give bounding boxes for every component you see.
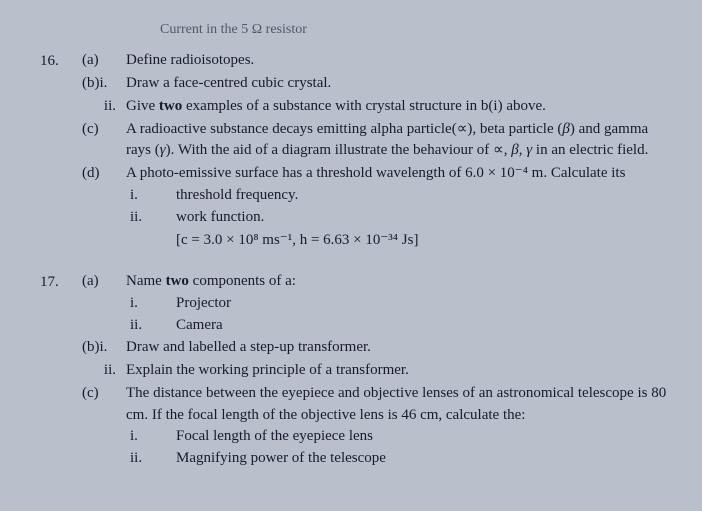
- part-text: Draw and labelled a step-up transformer.: [126, 337, 672, 359]
- sub-ii: ii. Camera: [126, 315, 672, 337]
- sub-label: ii.: [126, 315, 176, 337]
- part-bi: (b)i. Draw and labelled a step-up transf…: [82, 337, 672, 359]
- formula: [c = 3.0 × 10⁸ ms⁻¹, h = 6.63 × 10⁻³⁴ Js…: [176, 230, 672, 252]
- beta-symbol: β: [562, 121, 569, 137]
- part-label: ii.: [82, 360, 126, 382]
- part-label: (c): [82, 119, 126, 163]
- sub-text: work function.: [176, 207, 672, 229]
- part-a: (a) Define radioisotopes.: [82, 50, 672, 72]
- part-text: Explain the working principle of a trans…: [126, 360, 672, 382]
- part-label: (b)i.: [82, 73, 126, 95]
- part-label: (c): [82, 383, 126, 470]
- part-bii: ii. Explain the working principle of a t…: [82, 360, 672, 382]
- sub-label: i.: [126, 185, 176, 207]
- sub-i: i. Focal length of the eyepiece lens: [126, 426, 672, 448]
- part-a: (a) Name two components of a: i. Project…: [82, 271, 672, 336]
- part-bi: (b)i. Draw a face-centred cubic crystal.: [82, 73, 672, 95]
- part-text: Name two components of a: i. Projector i…: [126, 271, 672, 336]
- part-label: ii.: [82, 96, 126, 118]
- part-text: Give two examples of a substance with cr…: [126, 96, 672, 118]
- question-number: 16.: [40, 50, 82, 253]
- sub-text: threshold frequency.: [176, 185, 672, 207]
- part-text: A photo-emissive surface has a threshold…: [126, 163, 672, 252]
- part-label: (b)i.: [82, 337, 126, 359]
- part-text: Draw a face-centred cubic crystal.: [126, 73, 672, 95]
- question-parts: (a) Define radioisotopes. (b)i. Draw a f…: [82, 50, 672, 253]
- sub-label: i.: [126, 293, 176, 315]
- sub-i: i. Projector: [126, 293, 672, 315]
- part-label: (a): [82, 271, 126, 336]
- text: The distance between the eyepiece and ob…: [126, 385, 666, 423]
- sub-label: ii.: [126, 448, 176, 470]
- question-17: 17. (a) Name two components of a: i. Pro…: [40, 271, 672, 471]
- sub-i: i. threshold frequency.: [126, 185, 672, 207]
- text: in an electric field.: [532, 142, 648, 158]
- part-c: (c) A radioactive substance decays emitt…: [82, 119, 672, 163]
- part-text: The distance between the eyepiece and ob…: [126, 383, 672, 470]
- question-number: 17.: [40, 271, 82, 471]
- question-16: 16. (a) Define radioisotopes. (b)i. Draw…: [40, 50, 672, 253]
- sub-ii: ii. Magnifying power of the telescope: [126, 448, 672, 470]
- sub-label: ii.: [126, 207, 176, 229]
- sub-label: i.: [126, 426, 176, 448]
- sub-text: Focal length of the eyepiece lens: [176, 426, 672, 448]
- sub-ii: ii. work function.: [126, 207, 672, 229]
- part-bii: ii. Give two examples of a substance wit…: [82, 96, 672, 118]
- sub-text: Camera: [176, 315, 672, 337]
- part-label: (d): [82, 163, 126, 252]
- beta-symbol: β: [511, 142, 518, 158]
- text: A radioactive substance decays emitting …: [126, 121, 562, 137]
- sub-text: Projector: [176, 293, 672, 315]
- text: ). With the aid of a diagram illustrate …: [166, 142, 512, 158]
- question-parts: (a) Name two components of a: i. Project…: [82, 271, 672, 471]
- part-d: (d) A photo-emissive surface has a thres…: [82, 163, 672, 252]
- text: A photo-emissive surface has a threshold…: [126, 165, 625, 181]
- part-c: (c) The distance between the eyepiece an…: [82, 383, 672, 470]
- part-text: Define radioisotopes.: [126, 50, 672, 72]
- part-label: (a): [82, 50, 126, 72]
- sub-text: Magnifying power of the telescope: [176, 448, 672, 470]
- part-text: A radioactive substance decays emitting …: [126, 119, 672, 163]
- cutoff-line: Current in the 5 Ω resistor: [160, 20, 672, 40]
